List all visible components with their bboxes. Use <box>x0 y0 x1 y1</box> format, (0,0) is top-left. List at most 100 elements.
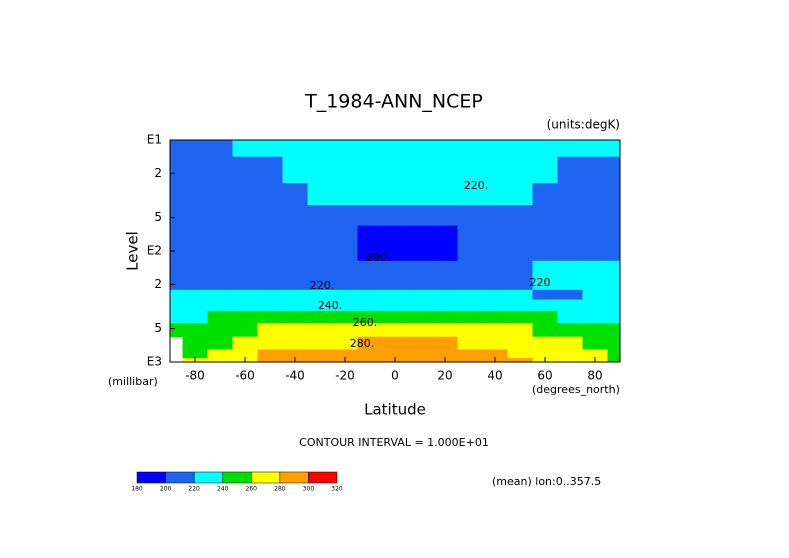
contour-cell <box>332 336 358 350</box>
contour-cell <box>457 349 483 359</box>
contour-cell <box>332 183 358 206</box>
contour-cell <box>170 289 183 301</box>
contour-label: 200. <box>366 251 391 264</box>
y-tick-label: 2 <box>154 166 162 180</box>
contour-cell <box>582 277 608 291</box>
contour-cell <box>232 140 258 158</box>
contour-cell <box>232 225 258 243</box>
contour-cell <box>257 242 283 262</box>
contour-cell <box>170 156 183 184</box>
contour-interval: CONTOUR INTERVAL = 1.000E+01 <box>299 436 489 449</box>
contour-cell <box>182 156 208 184</box>
contour-cell <box>432 205 458 227</box>
contour-cell <box>332 140 358 158</box>
contour-cell <box>382 242 408 262</box>
contour-cell <box>182 260 208 278</box>
contour-cell <box>257 358 283 363</box>
note: (mean) lon:0..357.5 <box>492 475 601 488</box>
contour-cell <box>482 183 508 206</box>
contour-cell <box>582 310 608 324</box>
x-tick-label: -60 <box>235 369 255 383</box>
contour-cell <box>257 349 283 359</box>
contour-cell <box>257 336 283 350</box>
contour-cell <box>407 205 433 227</box>
colorbar-swatch <box>165 471 195 484</box>
contour-cell <box>532 140 558 158</box>
contour-cell <box>582 336 608 350</box>
contour-cell <box>607 205 621 227</box>
contour-cell <box>182 310 208 324</box>
contour-cell <box>207 183 233 206</box>
contour-cell <box>232 242 258 262</box>
contour-cell <box>582 140 608 158</box>
contour-cell <box>532 242 558 262</box>
contour-cell <box>382 289 408 301</box>
contour-cell <box>607 277 621 291</box>
contour-cell <box>382 140 408 158</box>
contour-cell <box>582 183 608 206</box>
contour-cell <box>307 140 333 158</box>
contour-cell <box>532 156 558 184</box>
contour-cell <box>282 225 308 243</box>
contour-cell <box>357 289 383 301</box>
contour-cell <box>507 183 533 206</box>
contour-cell <box>382 349 408 359</box>
contour-cell <box>182 140 208 158</box>
x-unit-label: (degrees_north) <box>532 383 620 396</box>
contour-cell <box>357 156 383 184</box>
contour-cell <box>282 156 308 184</box>
colorbar-swatch <box>136 471 166 484</box>
contour-cell <box>532 277 558 291</box>
contour-cell <box>432 349 458 359</box>
contour-cell <box>357 277 383 291</box>
contour-cell <box>182 242 208 262</box>
y-tick-label: E3 <box>147 355 162 369</box>
contour-cell <box>507 310 533 324</box>
chart-title: T_1984-ANN_NCEP <box>304 91 483 113</box>
contour-cell <box>382 323 408 338</box>
contour-cell <box>307 277 333 291</box>
contour-cell <box>557 260 583 278</box>
contour-cell <box>332 260 358 278</box>
contour-cell <box>407 289 433 301</box>
contour-cell <box>382 299 408 312</box>
contour-cell <box>507 349 533 359</box>
contour-cell <box>307 183 333 206</box>
contour-cell <box>207 205 233 227</box>
contour-cell <box>607 349 621 359</box>
contour-cell <box>507 260 533 278</box>
contour-cell <box>532 299 558 312</box>
contour-cell <box>482 349 508 359</box>
colorbar-label: 260 <box>246 486 258 493</box>
contour-cell <box>557 299 583 312</box>
contour-cell <box>332 299 358 312</box>
x-tick-label: 80 <box>587 369 602 383</box>
contour-cell <box>307 205 333 227</box>
contour-cell <box>607 156 621 184</box>
colorbar-swatch <box>251 471 281 484</box>
contour-cell <box>457 260 483 278</box>
contour-cell <box>232 310 258 324</box>
contour-cell <box>457 277 483 291</box>
contour-cell <box>582 323 608 338</box>
contour-cell <box>170 323 183 338</box>
x-tick-label: -20 <box>335 369 355 383</box>
colorbar-swatch <box>279 471 309 484</box>
contour-cell <box>232 299 258 312</box>
contour-cell <box>532 225 558 243</box>
contour-cell <box>482 156 508 184</box>
contour-cell <box>207 336 233 350</box>
contour-cell <box>507 156 533 184</box>
contour-cell <box>357 336 383 350</box>
contour-cell <box>357 310 383 324</box>
contour-cell <box>407 183 433 206</box>
x-axis-label: Latitude <box>364 401 426 419</box>
contour-cell <box>557 310 583 324</box>
contour-cell <box>232 156 258 184</box>
contour-cell <box>557 205 583 227</box>
contour-cell <box>457 183 483 206</box>
contour-cell <box>407 299 433 312</box>
colorbar-label: 200 <box>160 486 172 493</box>
contour-cell <box>207 260 233 278</box>
contour-cell <box>582 299 608 312</box>
